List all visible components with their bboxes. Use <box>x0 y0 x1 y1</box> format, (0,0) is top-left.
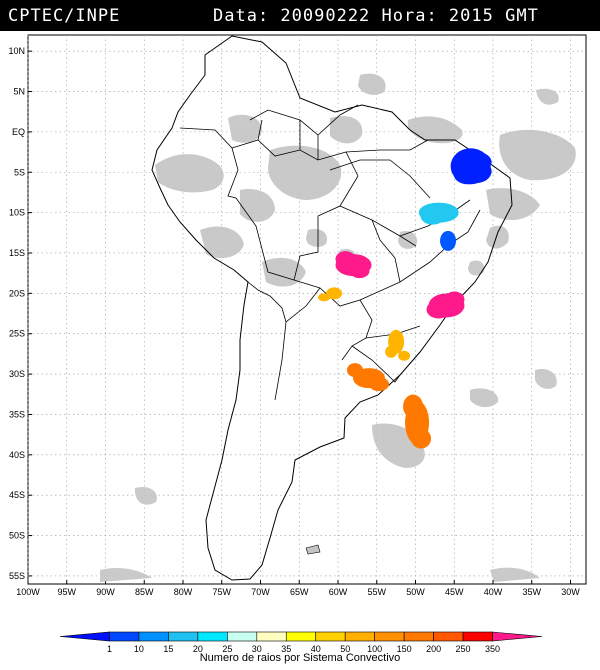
colorbar-tick-label: 15 <box>163 644 173 654</box>
lightning-cluster <box>335 251 372 279</box>
lon-tick-label: 75W <box>212 587 231 597</box>
lightning-cluster <box>318 287 343 302</box>
colorbar-tick-label: 100 <box>367 644 382 654</box>
lightning-cluster <box>385 329 411 361</box>
lightning-blob <box>349 264 370 279</box>
lon-tick-label: 85W <box>135 587 154 597</box>
lon-tick-label: 70W <box>251 587 270 597</box>
lat-tick-label: 25S <box>9 329 25 339</box>
lat-tick-label: 50S <box>9 531 25 541</box>
colorbar-tick-label: 10 <box>134 644 144 654</box>
lightning-systems <box>318 148 492 449</box>
lat-tick-label: 40S <box>9 450 25 460</box>
colorbar-tick-label: 150 <box>397 644 412 654</box>
lightning-cluster <box>440 230 457 251</box>
lon-tick-label: 50W <box>406 587 425 597</box>
colorbar-tick-label: 1 <box>107 644 112 654</box>
lat-tick-label: 55S <box>9 571 25 581</box>
colorbar-swatch <box>138 631 169 642</box>
colorbar-label: Numero de raios por Sistema Convectivo <box>199 652 401 664</box>
lon-tick-label: 60W <box>329 587 348 597</box>
lightning-blob <box>385 345 398 358</box>
colorbar-tick-label: 200 <box>426 644 441 654</box>
lightning-blob <box>444 291 465 308</box>
lightning-cluster <box>347 363 389 392</box>
lightning-blob <box>426 300 451 319</box>
colorbar-swatch <box>59 631 110 642</box>
lightning-cluster <box>450 148 492 185</box>
colorbar-swatch <box>433 631 464 642</box>
lat-tick-label: EQ <box>12 127 25 137</box>
colorbar-swatch <box>197 631 228 642</box>
lat-tick-label: 15S <box>9 248 25 258</box>
lightning-blob <box>411 428 432 449</box>
colorbar-tick-label: 30 <box>252 644 262 654</box>
lon-tick-label: 95W <box>57 587 76 597</box>
lat-tick-label: 35S <box>9 409 25 419</box>
lat-tick-label: 45S <box>9 490 25 500</box>
colorbar-swatch <box>374 631 405 642</box>
date-time-label: Data: 20090222 Hora: 2015 GMT <box>213 6 539 26</box>
lightning-blob <box>420 208 445 225</box>
latitude-tick-labels: 10N 5N EQ 5S 10S 15S 20S 25S 30S 35S 40S 45S 50S 55S <box>8 46 25 581</box>
colorbar-tick-label: 40 <box>311 644 321 654</box>
lightning-blob <box>335 251 356 268</box>
lightning-blob <box>403 394 424 419</box>
lightning-cluster <box>403 394 432 449</box>
colorbar: 1 10 15 20 25 30 35 40 50 100 150 200 250 350 <box>59 631 543 654</box>
colorbar-swatch <box>344 631 375 642</box>
colorbar-tick-label: 50 <box>340 644 350 654</box>
lat-tick-label: 10S <box>9 208 25 218</box>
lat-tick-label: 30S <box>9 369 25 379</box>
lon-tick-label: 45W <box>445 587 464 597</box>
lon-tick-label: 100W <box>16 587 40 597</box>
colorbar-swatch <box>315 631 346 642</box>
lightning-blob <box>318 293 331 302</box>
lat-tick-label: 5N <box>13 87 25 97</box>
colorbar-swatch <box>227 631 258 642</box>
product-title: CPTEC/INPE <box>8 6 121 26</box>
colorbar-tick-label: 20 <box>193 644 203 654</box>
colorbar-swatch <box>109 631 140 642</box>
colorbar-tick-label: 35 <box>281 644 291 654</box>
continent-outline <box>151 35 513 581</box>
map-frame <box>27 34 587 585</box>
country-borders <box>179 104 481 401</box>
lightning-blob <box>463 152 492 173</box>
lon-tick-label: 65W <box>290 587 309 597</box>
lat-tick-label: 5S <box>14 167 25 177</box>
falkland-islands <box>305 544 321 555</box>
lightning-blob <box>347 363 363 378</box>
lightning-blob <box>369 377 389 392</box>
lon-tick-label: 55W <box>367 587 386 597</box>
lon-tick-label: 90W <box>96 587 115 597</box>
colorbar-tick-label: 350 <box>485 644 500 654</box>
colorbar-swatch <box>462 631 493 642</box>
colorbar-swatch <box>168 631 199 642</box>
colorbar-swatch <box>403 631 434 642</box>
colorbar-swatch <box>492 631 543 642</box>
lat-tick-label: 10N <box>8 46 25 56</box>
lon-tick-label: 35W <box>522 587 541 597</box>
lon-tick-label: 30W <box>561 587 580 597</box>
colorbar-tick-label: 25 <box>222 644 232 654</box>
lon-tick-label: 40W <box>484 587 503 597</box>
lat-tick-label: 20S <box>9 288 25 298</box>
lightning-blob <box>326 287 343 300</box>
title-bar: CPTEC/INPE Data: 20090222 Hora: 2015 GMT <box>0 0 600 31</box>
longitude-tick-labels: 100W 95W 90W 85W 80W 75W 70W 65W 60W 55W 50W 45W 40W… <box>16 587 580 597</box>
lightning-cluster <box>426 291 465 319</box>
colorbar-swatch <box>256 631 287 642</box>
lightning-blob <box>440 230 457 251</box>
colorbar-swatch <box>285 631 317 642</box>
lightning-cluster <box>418 202 459 225</box>
lightning-blob <box>398 350 411 361</box>
colorbar-tick-label: 250 <box>456 644 471 654</box>
lon-tick-label: 80W <box>174 587 193 597</box>
